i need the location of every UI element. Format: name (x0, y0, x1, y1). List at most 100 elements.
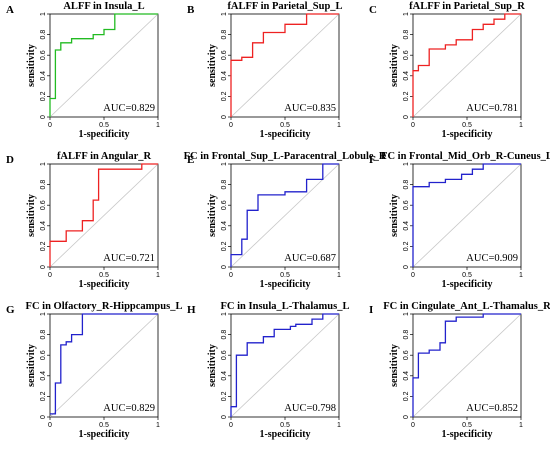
y-tick-label: 0.8 (403, 330, 410, 340)
y-tick-label: 1 (40, 312, 47, 316)
roc-curve (50, 313, 158, 415)
y-tick-label: 0.6 (221, 350, 228, 360)
x-tick-label: 0 (229, 422, 233, 429)
chance-diagonal (49, 163, 159, 268)
y-tick-label: 0.2 (403, 391, 410, 401)
panel-title: FC in Frontal_Sup_L-Paracentral_Lobule_R (184, 151, 387, 162)
x-tick-label: 0 (229, 122, 233, 129)
roc-curve (412, 13, 521, 117)
x-tick-label: 1 (337, 122, 341, 129)
y-tick-label: 0.8 (40, 30, 47, 40)
x-tick-label: 1 (156, 422, 160, 429)
roc-curve (230, 313, 339, 417)
y-tick-label: 0 (40, 265, 47, 269)
y-tick-label: 0.8 (221, 330, 228, 340)
y-tick-label: 0 (403, 415, 410, 419)
panel-letter: F (369, 154, 376, 166)
y-tick-label: 0.4 (403, 371, 410, 381)
y-tick-label: 0.4 (221, 71, 228, 81)
y-axis-label: sensitivity (26, 194, 37, 237)
chance-diagonal (230, 313, 340, 418)
chance-diagonal (230, 13, 340, 118)
x-tick-label: 0.5 (280, 422, 290, 429)
y-tick-label: 0.2 (403, 91, 410, 101)
x-axis-label: 1-specificity (259, 279, 310, 290)
x-axis-label: 1-specificity (441, 129, 492, 140)
y-tick-label: 0.4 (40, 371, 47, 381)
panel-title: ALFF in Insula_L (63, 1, 144, 12)
y-axis-label: sensitivity (26, 344, 37, 387)
panel-title: fALFF in Angular_R (57, 151, 152, 162)
y-tick-label: 1 (403, 162, 410, 166)
roc-curve (412, 163, 521, 267)
auc-label: AUC=0.687 (284, 253, 336, 264)
y-tick-label: 0 (221, 115, 228, 119)
y-tick-label: 0.6 (40, 350, 47, 360)
x-tick-label: 0 (411, 422, 415, 429)
chance-diagonal (230, 163, 340, 268)
y-tick-label: 0.6 (403, 200, 410, 210)
y-tick-label: 0.6 (40, 200, 47, 210)
x-tick-label: 1 (156, 272, 160, 279)
panel-title: fALFF in Parietal_Sup_R (409, 1, 525, 12)
x-tick-label: 1 (519, 272, 523, 279)
y-tick-label: 0.8 (40, 330, 47, 340)
x-tick-label: 0 (48, 422, 52, 429)
chance-diagonal (49, 13, 159, 118)
x-tick-label: 1 (519, 422, 523, 429)
roc-curve (49, 13, 158, 117)
panel-letter: G (6, 304, 15, 316)
auc-label: AUC=0.829 (103, 103, 155, 114)
y-axis-label: sensitivity (26, 44, 37, 87)
panel-letter: E (187, 154, 194, 166)
roc-panel-e: EFC in Frontal_Sup_L-Paracentral_Lobule_… (184, 151, 387, 290)
x-tick-label: 0 (48, 272, 52, 279)
y-tick-label: 0 (221, 415, 228, 419)
y-tick-label: 0.2 (40, 241, 47, 251)
panel-title: fALFF in Parietal_Sup_L (227, 1, 342, 12)
chance-diagonal (49, 313, 159, 418)
y-tick-label: 0.8 (221, 30, 228, 40)
x-tick-label: 0.5 (280, 122, 290, 129)
y-tick-label: 0.8 (403, 30, 410, 40)
chance-diagonal (412, 163, 522, 268)
y-tick-label: 1 (403, 12, 410, 16)
x-tick-label: 0.5 (462, 122, 472, 129)
x-axis-label: 1-specificity (78, 429, 129, 440)
x-tick-label: 0.5 (462, 272, 472, 279)
x-tick-label: 1 (337, 272, 341, 279)
roc-curve (412, 313, 521, 417)
y-tick-label: 0.4 (403, 71, 410, 81)
auc-label: AUC=0.781 (466, 103, 518, 114)
y-tick-label: 0.6 (221, 200, 228, 210)
y-tick-label: 0.6 (221, 50, 228, 60)
y-tick-label: 0.8 (40, 180, 47, 190)
panel-title: FC in Insula_L-Thalamus_L (221, 301, 350, 312)
y-axis-label: sensitivity (207, 194, 218, 237)
panel-letter: C (369, 4, 377, 16)
x-tick-label: 0.5 (462, 422, 472, 429)
x-axis-label: 1-specificity (78, 279, 129, 290)
x-tick-label: 0 (48, 122, 52, 129)
x-axis-label: 1-specificity (78, 129, 129, 140)
x-tick-label: 1 (156, 122, 160, 129)
auc-label: AUC=0.798 (284, 403, 336, 414)
y-tick-label: 0.2 (221, 241, 228, 251)
x-tick-label: 0 (411, 122, 415, 129)
y-axis-label: sensitivity (389, 344, 400, 387)
roc-curve (49, 163, 158, 267)
y-tick-label: 0.2 (221, 91, 228, 101)
y-tick-label: 1 (40, 162, 47, 166)
y-tick-label: 0.4 (40, 71, 47, 81)
panel-title: FC in Olfactory_R-Hippcampus_L (26, 301, 183, 312)
y-tick-label: 0 (40, 415, 47, 419)
y-tick-label: 0.4 (221, 371, 228, 381)
y-tick-label: 0.2 (40, 91, 47, 101)
panel-title: FC in Frontal_Mid_Orb_R-Cuneus_L (381, 151, 550, 162)
auc-label: AUC=0.835 (284, 103, 336, 114)
x-tick-label: 0.5 (99, 272, 109, 279)
auc-label: AUC=0.852 (466, 403, 518, 414)
